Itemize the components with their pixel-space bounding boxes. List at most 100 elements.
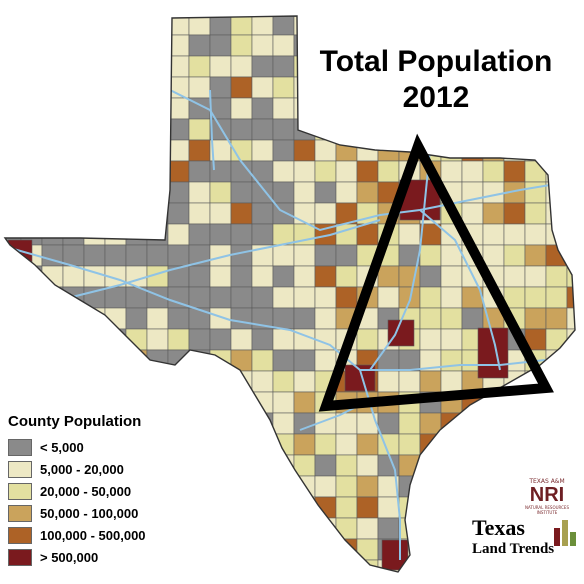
county	[62, 223, 85, 246]
county	[188, 307, 211, 330]
county	[440, 328, 463, 351]
county	[188, 139, 211, 162]
county	[146, 55, 169, 78]
county	[524, 391, 547, 414]
county	[440, 349, 463, 372]
county	[188, 391, 211, 414]
county	[5, 307, 22, 330]
county	[230, 349, 253, 372]
county	[272, 517, 295, 540]
county	[482, 202, 505, 225]
county	[251, 328, 274, 351]
county	[272, 160, 295, 183]
county	[125, 181, 148, 204]
county	[62, 286, 85, 309]
county	[167, 349, 190, 372]
county	[377, 160, 400, 183]
county	[440, 265, 463, 288]
county	[272, 34, 295, 57]
county	[419, 370, 442, 393]
county	[104, 286, 127, 309]
county	[440, 412, 463, 435]
county	[293, 496, 316, 519]
county	[398, 349, 421, 372]
land-trends-bars-icon	[554, 520, 576, 546]
county	[356, 475, 379, 498]
county	[41, 160, 64, 183]
county	[293, 517, 316, 540]
county	[41, 202, 64, 225]
county	[566, 370, 575, 393]
county	[440, 286, 463, 309]
county	[272, 118, 295, 141]
county	[272, 391, 295, 414]
county	[41, 118, 64, 141]
county	[230, 559, 253, 572]
county	[209, 286, 232, 309]
county	[251, 286, 274, 309]
county	[461, 16, 484, 36]
county	[62, 160, 85, 183]
county	[545, 16, 568, 36]
county	[335, 496, 358, 519]
county	[104, 16, 127, 36]
county	[419, 307, 442, 330]
county	[230, 370, 253, 393]
county	[293, 559, 316, 572]
county	[209, 412, 232, 435]
county	[230, 223, 253, 246]
county	[419, 286, 442, 309]
county	[104, 76, 127, 99]
county	[125, 55, 148, 78]
county	[566, 244, 575, 267]
county	[545, 160, 568, 183]
county	[5, 349, 22, 372]
county	[377, 370, 400, 393]
county	[146, 34, 169, 57]
county	[524, 244, 547, 267]
county	[5, 97, 22, 120]
county	[188, 76, 211, 99]
county	[440, 307, 463, 330]
county	[503, 265, 526, 288]
county	[566, 139, 575, 162]
county	[83, 328, 106, 351]
county	[356, 538, 379, 561]
county	[146, 139, 169, 162]
county	[566, 412, 575, 435]
county	[419, 475, 442, 498]
county	[251, 454, 274, 477]
county	[62, 244, 85, 267]
county	[524, 139, 547, 162]
county	[293, 391, 316, 414]
county	[419, 16, 442, 36]
metro-county	[387, 319, 415, 347]
highway-network	[9, 89, 551, 560]
county	[314, 475, 337, 498]
county	[83, 160, 106, 183]
county	[335, 139, 358, 162]
county	[125, 118, 148, 141]
legend-label: 20,000 - 50,000	[40, 483, 132, 499]
county	[83, 391, 106, 414]
county	[566, 16, 575, 36]
county	[440, 475, 463, 498]
county	[524, 223, 547, 246]
county	[419, 265, 442, 288]
county	[167, 370, 190, 393]
county	[461, 412, 484, 435]
legend-swatch	[8, 504, 32, 522]
county	[230, 286, 253, 309]
county	[125, 223, 148, 246]
county	[41, 223, 64, 246]
county	[482, 118, 505, 141]
county	[230, 181, 253, 204]
nri-subtitle: NATURAL RESOURCES INSTITUTE	[524, 505, 569, 515]
county	[251, 181, 274, 204]
county	[41, 391, 64, 414]
county	[83, 223, 106, 246]
county	[188, 370, 211, 393]
county	[20, 328, 43, 351]
county	[524, 202, 547, 225]
county	[272, 244, 295, 267]
